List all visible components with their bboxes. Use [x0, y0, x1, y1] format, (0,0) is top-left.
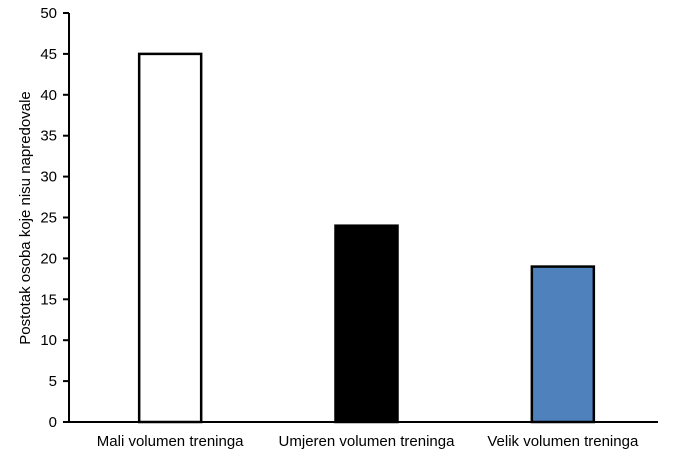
x-category-label: Velik volumen treninga	[487, 433, 639, 450]
y-tick-label: 15	[40, 291, 57, 308]
y-axis-title: Postotak osoba koje nisu napredovale	[17, 91, 34, 345]
x-labels-group: Mali volumen treninga Umjeren volumen tre…	[97, 433, 639, 450]
bar-3	[530, 265, 596, 424]
y-tick-label: 5	[49, 373, 57, 390]
y-tick-label: 35	[40, 128, 57, 145]
x-category-label: Mali volumen treninga	[97, 433, 244, 450]
y-tick-label: 40	[40, 87, 57, 104]
y-tick-label: 20	[40, 250, 57, 267]
y-tick-label: 30	[40, 169, 57, 186]
y-ticks-group: 0 5 10 15 20 25 30 35 40 45 50	[40, 5, 69, 431]
y-tick-label: 0	[49, 414, 57, 431]
bars-group	[137, 52, 596, 424]
y-tick-label: 45	[40, 46, 57, 63]
y-tick-label: 25	[40, 210, 57, 227]
bar-2	[334, 224, 399, 424]
y-tick-label: 50	[40, 5, 57, 22]
y-tick-label: 10	[40, 332, 57, 349]
bar-1	[137, 52, 203, 424]
x-category-label: Umjeren volumen treninga	[279, 433, 456, 450]
